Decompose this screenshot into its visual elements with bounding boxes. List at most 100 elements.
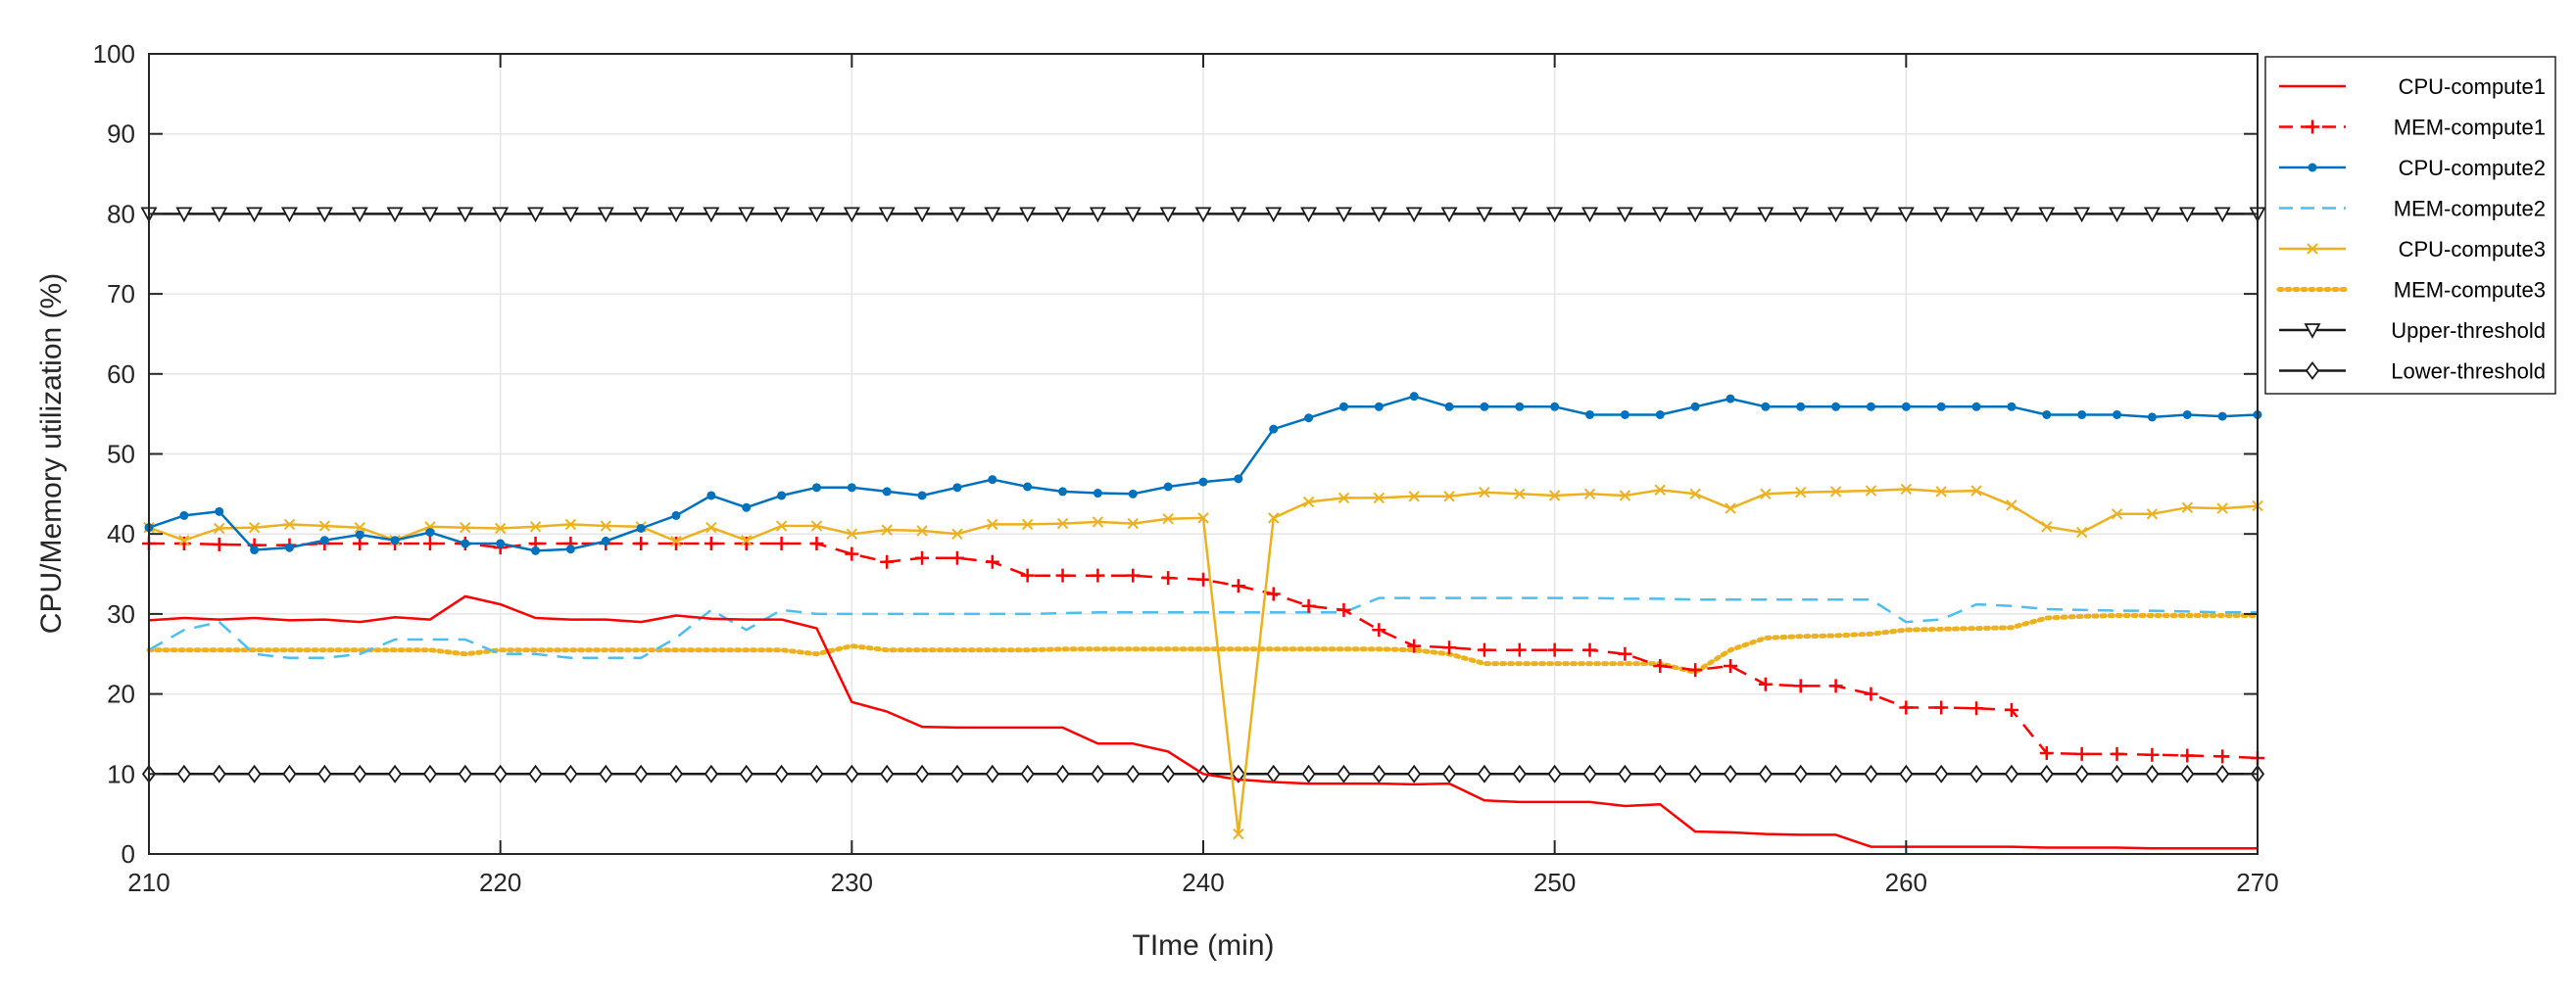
data-point bbox=[1023, 482, 1033, 492]
data-point bbox=[284, 543, 294, 552]
legend-label: CPU-compute3 bbox=[2399, 237, 2546, 261]
data-point bbox=[1266, 587, 1281, 601]
legend-label: Upper-threshold bbox=[2391, 318, 2546, 343]
data-point bbox=[421, 207, 439, 223]
x-tick-label: 250 bbox=[1533, 868, 1576, 897]
data-point bbox=[529, 521, 542, 533]
data-point bbox=[1620, 409, 1629, 419]
data-point bbox=[1127, 517, 1139, 530]
data-point bbox=[2004, 764, 2019, 783]
data-point bbox=[880, 554, 895, 569]
data-point bbox=[1866, 402, 1875, 411]
data-point bbox=[632, 207, 650, 223]
data-point bbox=[2007, 402, 2017, 411]
data-point bbox=[1900, 483, 1913, 496]
data-point bbox=[354, 521, 365, 534]
data-point bbox=[531, 545, 541, 555]
data-point bbox=[1441, 764, 1457, 783]
data-point bbox=[2215, 764, 2230, 783]
data-point bbox=[984, 207, 1001, 223]
data-point bbox=[2181, 501, 2193, 513]
data-point bbox=[1514, 488, 1526, 500]
data-point bbox=[1338, 402, 1348, 411]
data-point bbox=[741, 535, 753, 546]
data-point bbox=[1089, 207, 1106, 223]
data-point bbox=[1337, 764, 1351, 783]
data-point bbox=[1583, 488, 1596, 500]
data-point bbox=[599, 764, 613, 783]
data-point bbox=[457, 207, 474, 223]
data-point bbox=[561, 207, 579, 223]
y-tick-label: 0 bbox=[122, 839, 135, 869]
legend-marker bbox=[2307, 243, 2318, 255]
data-point bbox=[705, 521, 717, 534]
legend-item: CPU-compute1 bbox=[2279, 74, 2546, 99]
data-point bbox=[2038, 207, 2056, 223]
data-point bbox=[1690, 402, 1700, 411]
x-tick-label: 220 bbox=[479, 868, 521, 897]
data-point bbox=[1934, 700, 1949, 715]
data-point bbox=[1480, 402, 1489, 411]
data-point bbox=[1864, 687, 1878, 701]
data-point bbox=[1865, 485, 1877, 497]
data-point bbox=[880, 764, 895, 783]
legend-item: MEM-compute2 bbox=[2279, 197, 2546, 221]
data-point bbox=[1265, 207, 1283, 223]
legend-item: MEM-compute3 bbox=[2276, 278, 2546, 303]
data-point bbox=[2039, 746, 2054, 761]
data-point bbox=[1479, 487, 1490, 498]
data-point bbox=[667, 207, 685, 223]
data-point bbox=[636, 523, 646, 533]
data-point bbox=[1724, 659, 1737, 674]
legend-item: CPU-compute3 bbox=[2279, 237, 2546, 261]
data-point bbox=[1196, 572, 1210, 587]
data-point bbox=[2113, 409, 2122, 419]
data-point bbox=[460, 521, 471, 534]
data-point bbox=[351, 207, 368, 223]
data-point bbox=[704, 537, 718, 551]
data-point bbox=[2147, 412, 2157, 422]
data-point bbox=[1796, 402, 1806, 411]
data-point bbox=[1126, 764, 1141, 783]
data-point bbox=[1020, 568, 1035, 583]
data-point bbox=[1546, 207, 1564, 223]
data-point bbox=[1374, 402, 1384, 411]
data-point bbox=[777, 491, 787, 500]
data-point bbox=[1550, 402, 1560, 411]
data-point bbox=[1197, 512, 1209, 524]
data-point bbox=[1194, 207, 1212, 223]
data-point bbox=[1862, 207, 1879, 223]
data-point bbox=[1582, 642, 1597, 657]
data-point bbox=[1897, 207, 1915, 223]
ticks: 0 10 20 30 40 50 60 70 80 90 100 210 220 230 240 250 260… bbox=[93, 39, 2279, 897]
data-point bbox=[1934, 764, 1949, 783]
series-line bbox=[146, 613, 2260, 675]
data-point bbox=[1935, 486, 1947, 498]
data-point bbox=[1688, 764, 1703, 783]
data-point bbox=[2178, 207, 2196, 223]
data-point bbox=[987, 518, 998, 531]
data-point bbox=[1230, 207, 1247, 223]
data-point bbox=[2074, 746, 2089, 761]
data-point bbox=[1055, 568, 1070, 583]
data-point bbox=[1337, 492, 1350, 504]
legend-label: Lower-threshold bbox=[2391, 359, 2546, 384]
series-mem-compute3 bbox=[146, 613, 2260, 675]
data-point bbox=[949, 550, 964, 565]
data-point bbox=[387, 764, 403, 783]
legend-marker bbox=[2306, 119, 2319, 134]
data-point bbox=[948, 207, 966, 223]
data-point bbox=[1409, 392, 1419, 402]
data-point bbox=[811, 483, 821, 493]
data-point bbox=[1899, 764, 1914, 783]
data-point bbox=[250, 545, 260, 555]
data-point bbox=[1901, 402, 1911, 411]
data-point bbox=[882, 487, 892, 497]
data-point bbox=[178, 535, 190, 546]
data-point bbox=[390, 536, 400, 545]
data-point bbox=[1408, 491, 1420, 502]
data-point bbox=[706, 491, 716, 500]
data-point bbox=[1511, 207, 1529, 223]
data-point bbox=[319, 536, 329, 545]
legend-item: Lower-threshold bbox=[2279, 359, 2546, 384]
